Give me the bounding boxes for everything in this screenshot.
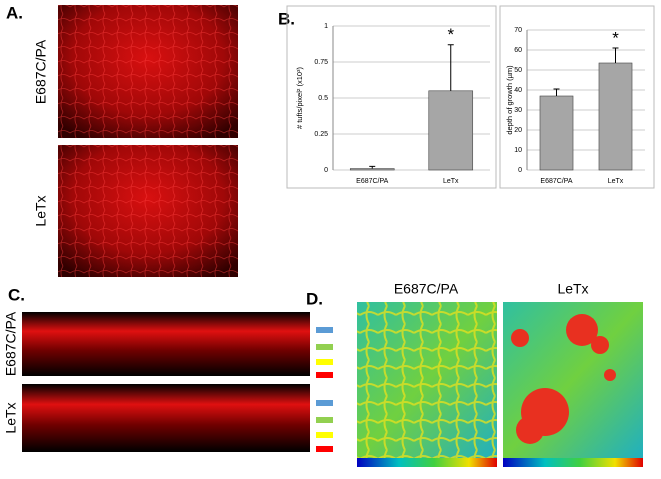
- panel-label: C.: [8, 285, 25, 304]
- annotation: *: [447, 25, 454, 44]
- y-tick-label: 0: [518, 167, 522, 174]
- bar: [349, 168, 395, 171]
- row-label: LeTx: [33, 195, 49, 226]
- y-axis-label: depth of growth (µm): [505, 65, 514, 135]
- colorbar: [503, 458, 643, 467]
- y-tick-label: 50: [514, 67, 522, 74]
- panel-label: D.: [306, 289, 323, 308]
- image-overlay: [58, 5, 238, 138]
- image-overlay: [357, 302, 497, 458]
- y-axis-label: # tufts/pixel² (x10³): [295, 66, 304, 129]
- y-tick-label: 40: [514, 87, 522, 94]
- error-bar: [553, 88, 560, 96]
- x-tick-label: E687C/PA: [356, 178, 388, 185]
- column-label: LeTx: [557, 281, 588, 297]
- y-tick-label: 70: [514, 27, 522, 34]
- colorbar: [357, 458, 497, 467]
- y-tick-label: 0.75: [314, 59, 328, 66]
- column-label: E687C/PA: [394, 281, 459, 297]
- error-bar: [612, 47, 619, 63]
- panel-label: A.: [6, 3, 23, 22]
- row-label: E687C/PA: [3, 311, 19, 376]
- depth-markers: [316, 327, 333, 452]
- image-overlay: [58, 145, 238, 277]
- annotation: *: [612, 28, 619, 47]
- y-tick-label: 60: [514, 47, 522, 54]
- y-tick-label: 0.5: [318, 95, 328, 102]
- chart-frame: [499, 5, 655, 189]
- y-tick-label: 0.25: [314, 131, 328, 138]
- x-tick-label: LeTx: [608, 178, 624, 185]
- error-bar: [447, 44, 454, 91]
- image: [22, 384, 310, 452]
- charts: 0 0.25 0.5 0.75 1 # tufts/pixel² (x10³) E687C/…: [295, 23, 645, 185]
- y-tick-label: 20: [514, 127, 522, 134]
- y-tick-label: 0: [324, 167, 328, 174]
- x-tick-label: E687C/PA: [540, 178, 572, 185]
- y-tick-label: 1: [324, 23, 328, 30]
- chart-frame: [286, 5, 497, 189]
- row-label: E687C/PA: [33, 39, 49, 104]
- y-tick-label: 10: [514, 147, 522, 154]
- error-bar: [369, 165, 376, 169]
- y-tick-label: 30: [514, 107, 522, 114]
- row-label: LeTx: [3, 402, 19, 433]
- x-tick-label: LeTx: [443, 178, 459, 185]
- bar: [428, 90, 474, 171]
- bar: [539, 95, 574, 171]
- image: [22, 312, 310, 376]
- bar: [598, 62, 633, 171]
- tufts: [511, 314, 616, 444]
